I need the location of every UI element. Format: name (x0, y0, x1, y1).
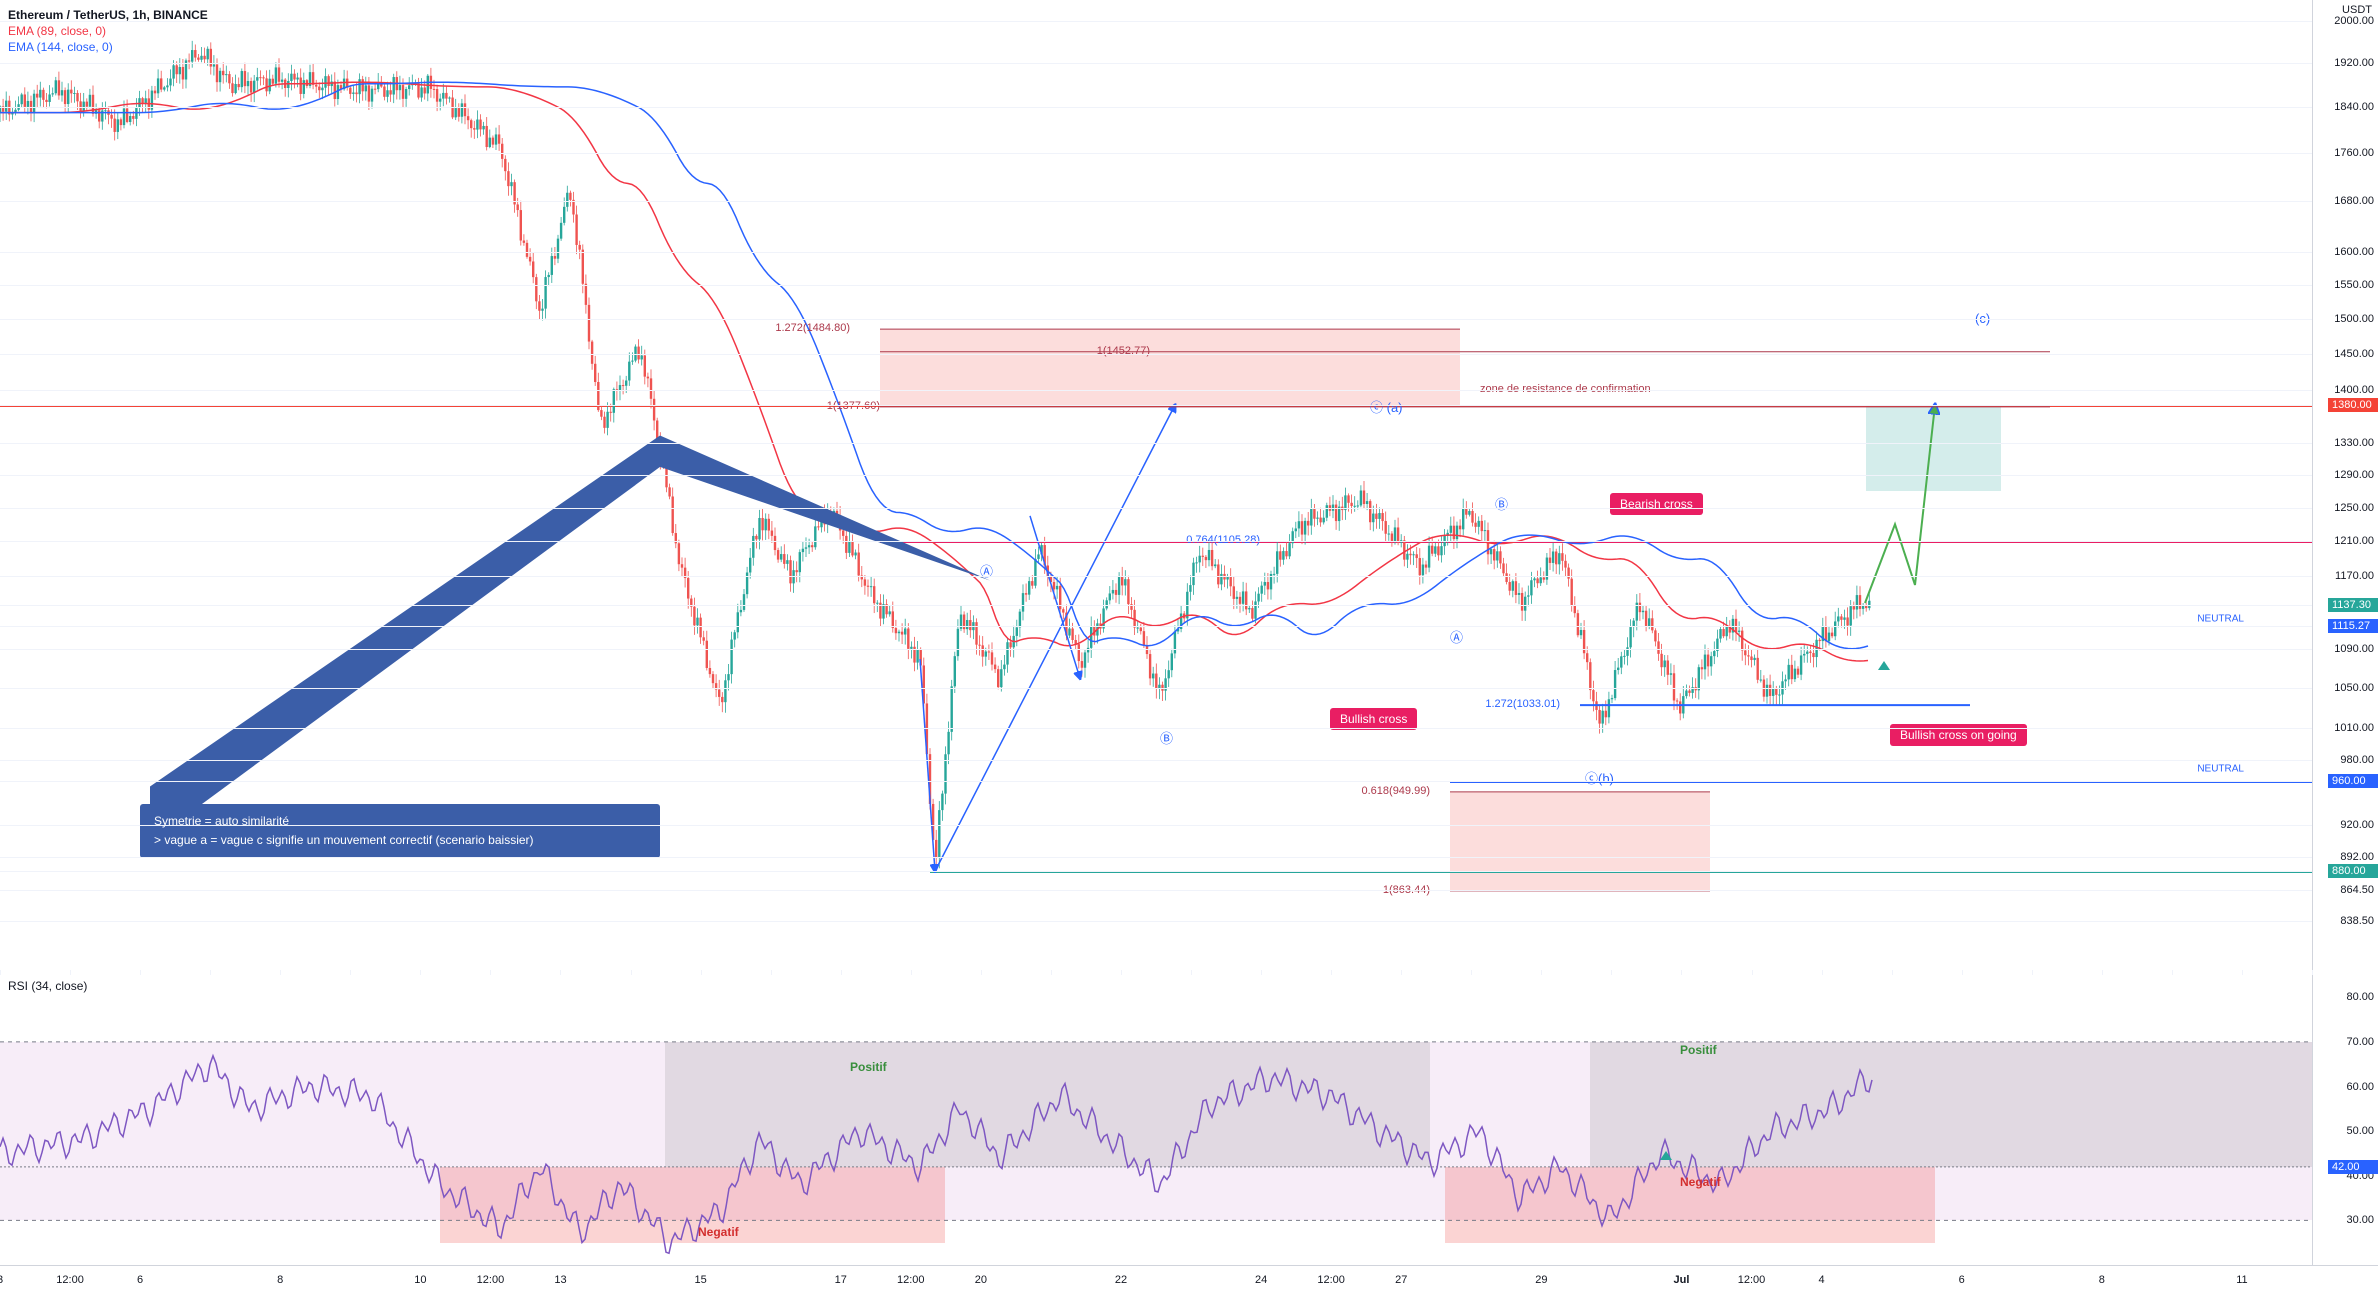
y-tick: 838.50 (2340, 915, 2374, 927)
rsi-value-tag: 42.00 (2328, 1160, 2378, 1174)
info-callout: Symetrie = auto similarité> vague a = va… (140, 804, 660, 858)
wave-label: ⓒ(b) (1585, 768, 1614, 787)
fib-label: 0.764(1105.28) (1186, 534, 1260, 546)
x-tick: 13 (554, 1274, 566, 1286)
x-tick: 24 (1255, 1274, 1267, 1286)
x-tick: 27 (1395, 1274, 1407, 1286)
main-price-chart[interactable]: Bearish cross Bullish cross Bullish cross … (0, 0, 2312, 970)
y-tick: 980.00 (2340, 754, 2374, 766)
y-tick: 1250.00 (2334, 502, 2374, 514)
x-tick: Jul (1674, 1274, 1690, 1286)
wave-label: ⓒ (a) (1370, 397, 1403, 416)
neutral-label: NEUTRAL (2197, 763, 2244, 774)
y-tick: 1050.00 (2334, 682, 2374, 694)
y-tick: 1680.00 (2334, 195, 2374, 207)
x-tick: 20 (975, 1274, 987, 1286)
symbol-title: Ethereum / TetherUS, 1h, BINANCE (8, 8, 208, 22)
fib-label: 1.272(1033.01) (1485, 698, 1560, 710)
price-tag: 880.00 (2328, 864, 2378, 878)
rsi-zone-label: Positif (1680, 1043, 1717, 1057)
y-tick: 1170.00 (2335, 570, 2374, 582)
rsi-y-axis[interactable]: 80.0070.0060.0050.0042.0040.0030.00 42.0… (2312, 975, 2378, 1265)
wave-label: Ⓑ (1495, 494, 1508, 513)
cross-callout: Bearish cross (1610, 493, 1703, 515)
wave-label: Ⓑ (1160, 728, 1173, 747)
rsi-triangle-marker (1660, 1151, 1672, 1160)
y-tick: 892.00 (2340, 851, 2374, 863)
wave-label: Ⓐ (1450, 627, 1463, 646)
x-tick: 12:00 (56, 1274, 84, 1286)
x-tick: 3 (0, 1274, 3, 1286)
rsi-zone (1590, 1042, 2312, 1167)
x-tick: 6 (137, 1274, 143, 1286)
x-tick: 4 (1819, 1274, 1825, 1286)
price-tag: 960.00 (2328, 774, 2378, 788)
price-tag: 1137.30 (2328, 598, 2378, 612)
rsi-y-tick: 80.00 (2346, 991, 2374, 1003)
rsi-y-tick: 50.00 (2346, 1125, 2374, 1137)
price-zone (1450, 792, 1710, 891)
price-tag: 1380.00 (2328, 398, 2378, 412)
y-tick: 1450.00 (2334, 348, 2374, 360)
neutral-label: NEUTRAL (2197, 613, 2244, 624)
fib-label: zone de resistance de confirmation (1480, 383, 1651, 395)
x-tick: 8 (2099, 1274, 2105, 1286)
y-tick: 1760.00 (2334, 147, 2374, 159)
y-tick: 920.00 (2340, 819, 2374, 831)
x-tick: 10 (414, 1274, 426, 1286)
rsi-y-tick: 60.00 (2346, 1081, 2374, 1093)
cross-callout: Bullish cross on going (1890, 724, 2027, 746)
fib-label: 1(1452.77) (1097, 345, 1150, 357)
y-tick: 864.50 (2340, 884, 2374, 896)
time-x-axis[interactable]: 3 12:00 6 8 10 12:00 13 15 17 12:00 20 22 24 12:00 27 2… (0, 1265, 2378, 1310)
indicator-ema144: EMA (144, close, 0) (8, 40, 208, 54)
x-tick: 15 (694, 1274, 706, 1286)
x-tick: 6 (1959, 1274, 1965, 1286)
rsi-zone-label: Negatif (698, 1225, 739, 1239)
y-tick: 1550.00 (2334, 279, 2374, 291)
y-tick: 2000.00 (2334, 15, 2374, 27)
price-zone (880, 329, 1460, 407)
rsi-y-tick: 30.00 (2346, 1214, 2374, 1226)
y-tick: 1090.00 (2334, 643, 2374, 655)
price-y-axis[interactable]: USDT 2000.001920.001840.001760.001680.00… (2312, 0, 2378, 970)
wave-label: Ⓐ (980, 561, 993, 580)
cross-callout: Bullish cross (1330, 708, 1417, 730)
y-tick: 1920.00 (2334, 57, 2374, 69)
rsi-y-tick: 70.00 (2346, 1036, 2374, 1048)
y-tick: 1500.00 (2334, 313, 2374, 325)
chart-header: Ethereum / TetherUS, 1h, BINANCE EMA (89… (8, 8, 208, 56)
rsi-zone (665, 1042, 1430, 1167)
y-tick: 1600.00 (2334, 246, 2374, 258)
y-tick: 1330.00 (2334, 437, 2374, 449)
y-tick: 1400.00 (2334, 384, 2374, 396)
x-tick: 12:00 (1317, 1274, 1345, 1286)
fib-label: 0.618(949.99) (1362, 785, 1431, 797)
x-tick: 12:00 (477, 1274, 505, 1286)
fib-label: 1.272(1484.80) (775, 322, 850, 334)
y-tick: 1290.00 (2334, 469, 2374, 481)
rsi-title: RSI (34, close) (8, 979, 87, 993)
rsi-zone-label: Positif (850, 1060, 887, 1074)
rsi-zone-label: Negatif (1680, 1175, 1721, 1189)
x-tick: 29 (1535, 1274, 1547, 1286)
indicator-ema89: EMA (89, close, 0) (8, 24, 208, 38)
y-tick: 1210.00 (2334, 535, 2374, 547)
rsi-panel[interactable]: RSI (34, close) Positif Negatif Positif Neg… (0, 975, 2312, 1265)
x-tick: 12:00 (897, 1274, 925, 1286)
y-tick: 1010.00 (2334, 722, 2374, 734)
x-tick: 11 (2236, 1274, 2247, 1286)
rsi-zone (440, 1167, 945, 1243)
y-tick: 1840.00 (2334, 101, 2374, 113)
x-tick: 12:00 (1738, 1274, 1766, 1286)
price-tag: 1115.27 (2328, 619, 2378, 633)
price-zone (1866, 405, 2001, 491)
x-tick: 17 (835, 1274, 847, 1286)
x-tick: 8 (277, 1274, 283, 1286)
x-tick: 22 (1115, 1274, 1127, 1286)
triangle-marker (1878, 661, 1890, 670)
